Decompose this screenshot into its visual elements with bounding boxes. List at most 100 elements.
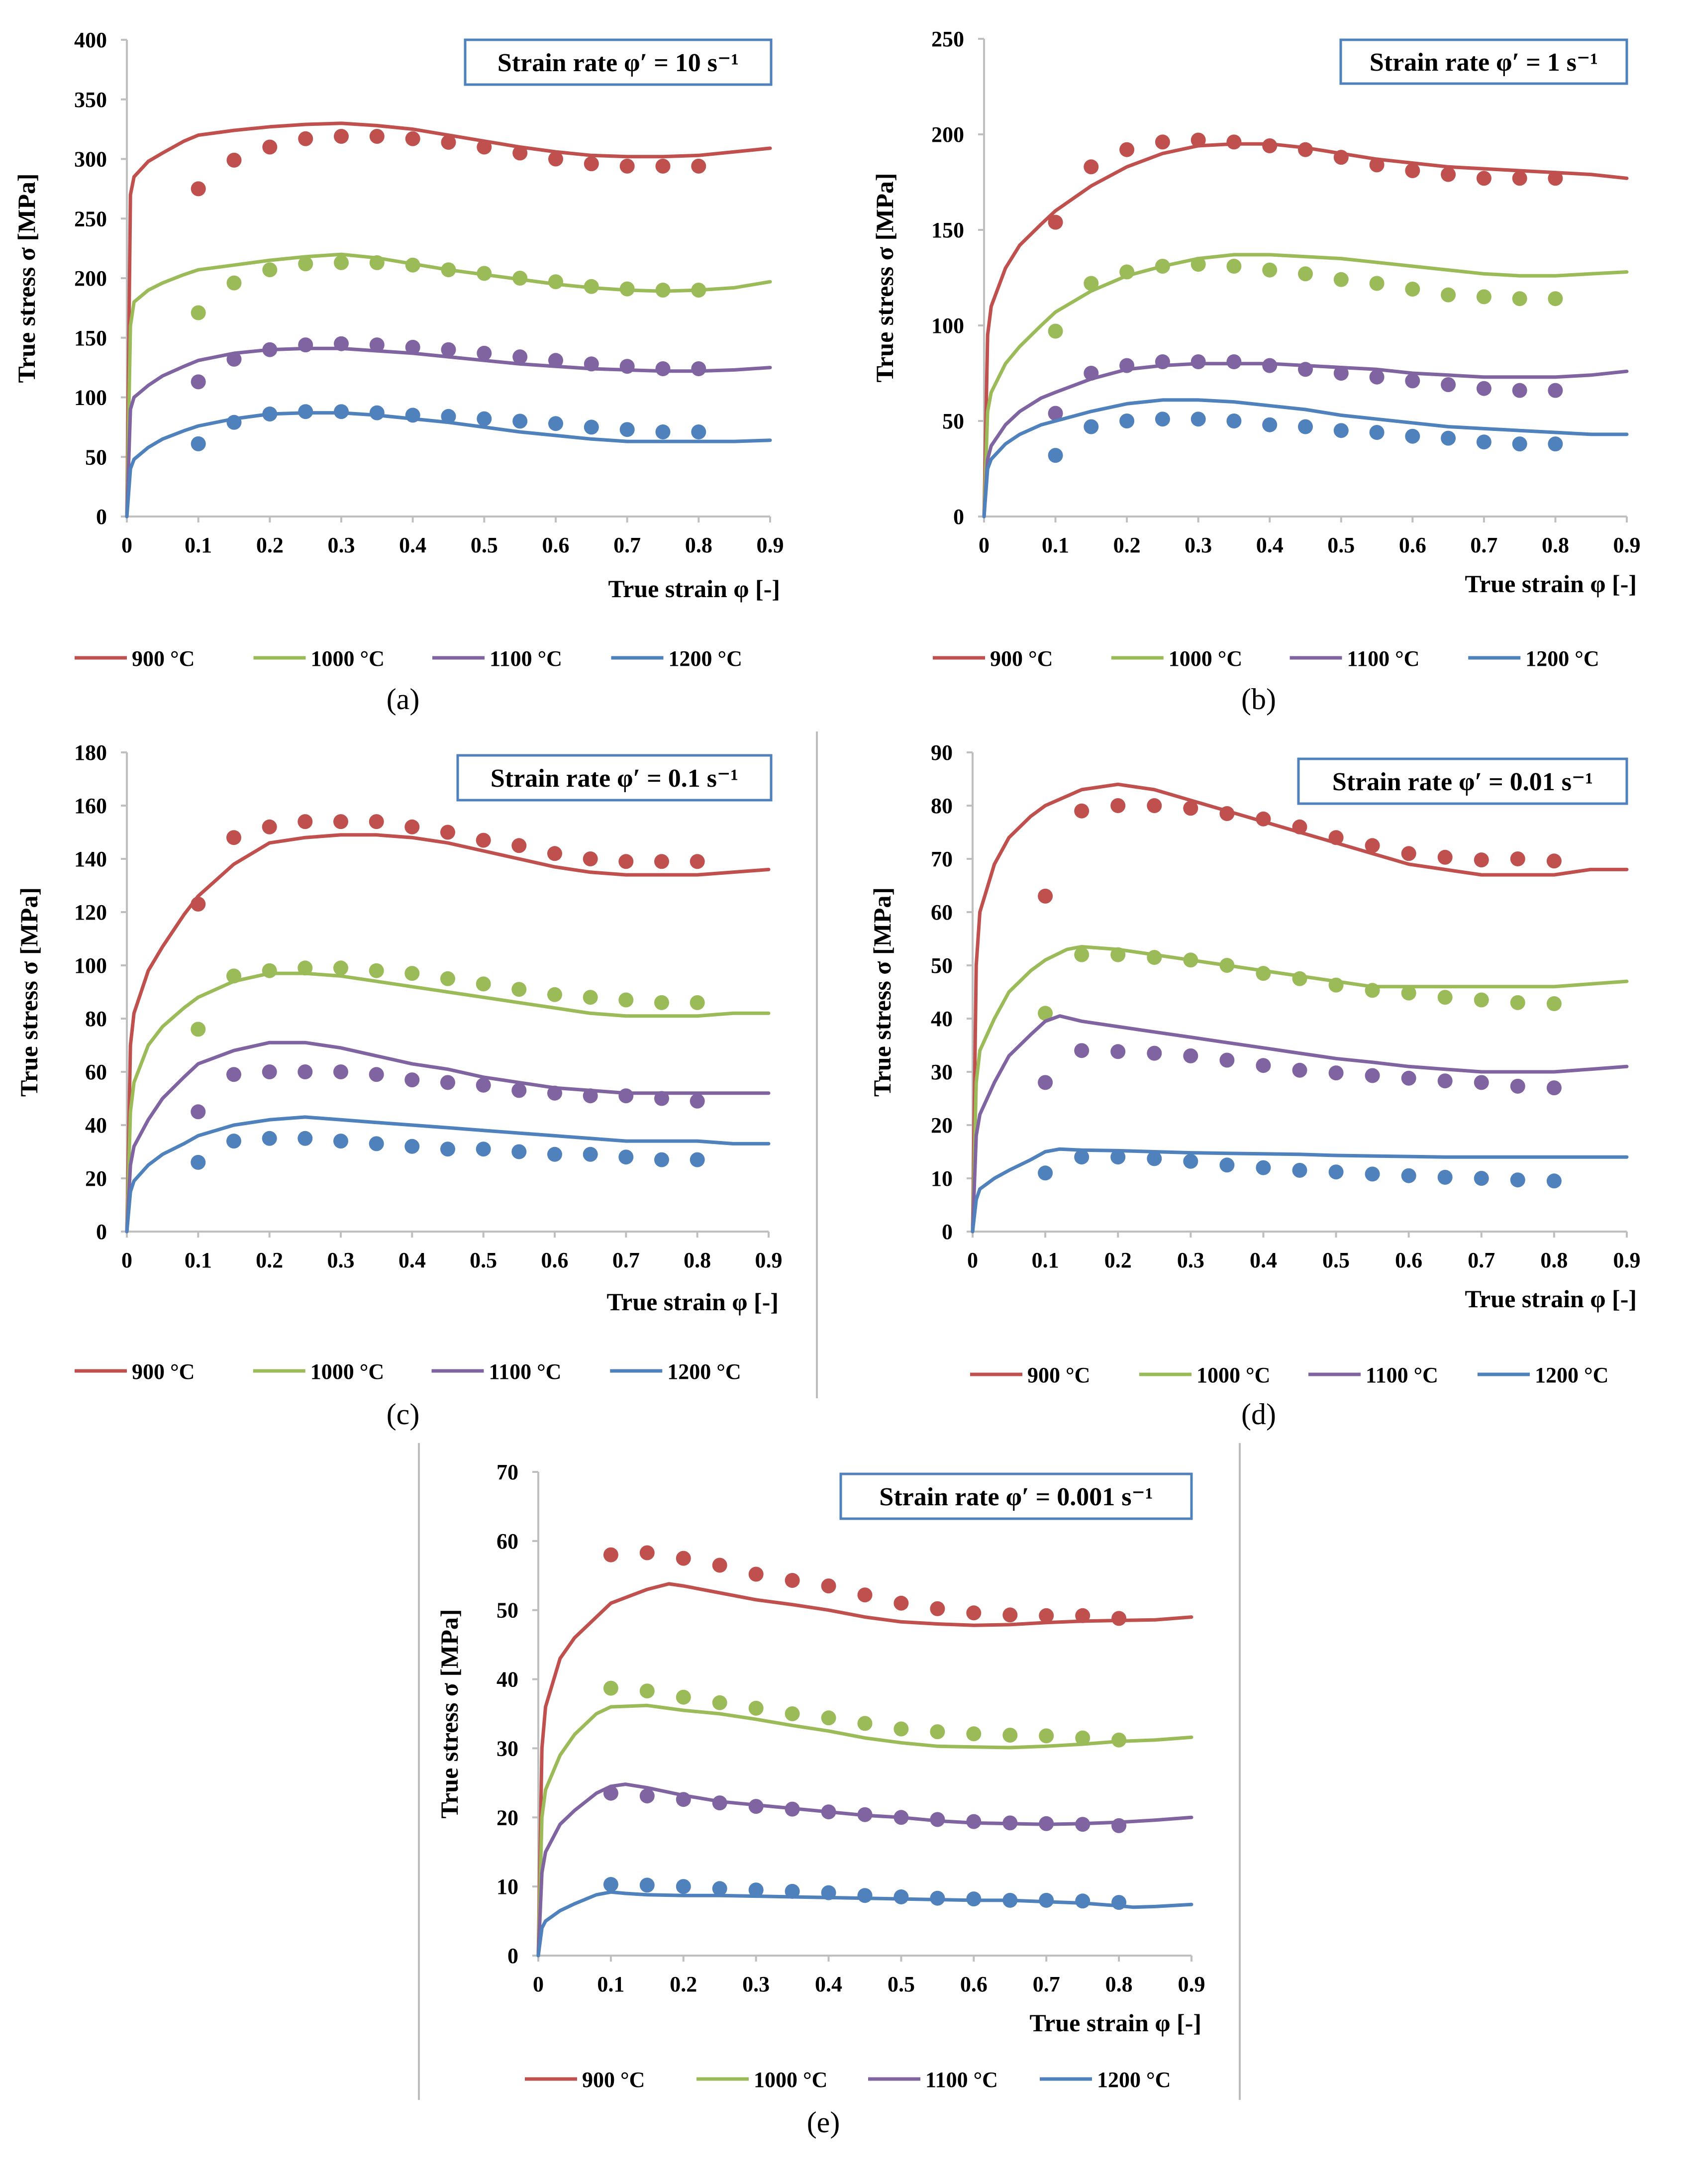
data-point <box>1039 1728 1054 1744</box>
data-point <box>857 1888 873 1903</box>
chart-title-box <box>456 754 773 802</box>
series-line <box>971 945 1629 1234</box>
data-point <box>654 1152 669 1167</box>
data-point <box>1262 417 1278 432</box>
series-2 <box>982 253 1629 519</box>
data-point <box>1183 1048 1198 1063</box>
data-point <box>603 1680 618 1696</box>
data-point <box>405 257 420 273</box>
x-tick-label: 0.3 <box>742 1972 770 1996</box>
y-tick-label: 50 <box>931 953 953 978</box>
x-tick-label: 0.4 <box>1256 533 1284 557</box>
data-point <box>619 158 635 174</box>
data-point <box>476 1077 491 1093</box>
data-point <box>821 1885 836 1900</box>
data-point <box>1333 366 1349 381</box>
data-point <box>1002 1892 1018 1908</box>
data-point <box>226 1067 241 1082</box>
x-tick-label: 0.1 <box>185 533 212 557</box>
data-point <box>1548 436 1563 452</box>
data-point <box>1256 1160 1271 1175</box>
data-point <box>1038 1075 1053 1090</box>
chart-title: Strain rate φ′ = 1 s⁻¹ <box>1370 48 1598 77</box>
data-point <box>512 145 528 161</box>
data-point <box>966 1891 982 1907</box>
data-point <box>226 415 242 430</box>
data-point <box>1512 171 1527 186</box>
data-point <box>1365 838 1380 853</box>
data-point <box>1437 1169 1453 1185</box>
data-point <box>511 1144 527 1159</box>
data-point <box>857 1807 873 1822</box>
data-point <box>476 832 491 848</box>
data-point <box>191 1022 206 1037</box>
panel-label: (c) <box>387 1398 420 1431</box>
data-point <box>1369 276 1385 291</box>
series-line <box>982 142 1629 519</box>
y-tick-label: 0 <box>96 505 107 529</box>
data-point <box>1147 1151 1162 1166</box>
legend: 900 °C 1000 °C 1100 °C 1200 °C <box>75 1359 741 1384</box>
y-tick-label: 200 <box>931 122 964 147</box>
data-point <box>191 181 206 197</box>
chart-title: Strain rate φ′ = 0.001 s⁻¹ <box>879 1483 1153 1511</box>
x-axis-title: True strain φ [-] <box>1465 570 1637 598</box>
series-1 <box>125 121 772 519</box>
data-point <box>298 337 313 353</box>
data-point <box>1441 287 1456 303</box>
data-point <box>1262 262 1278 278</box>
data-point <box>676 1551 691 1566</box>
data-point <box>404 819 420 834</box>
data-point <box>1048 406 1063 421</box>
series-line <box>982 362 1629 519</box>
y-tick-label: 20 <box>496 1805 518 1830</box>
data-point <box>1328 977 1344 993</box>
data-point <box>1548 291 1563 307</box>
y-tick-label: 80 <box>931 794 953 818</box>
data-point <box>1476 289 1491 305</box>
data-point <box>676 1879 691 1894</box>
chart-title: Strain rate φ′ = 10 s⁻¹ <box>497 49 739 77</box>
data-point <box>369 1067 384 1082</box>
data-point <box>1474 992 1489 1008</box>
data-point <box>1401 1168 1416 1183</box>
data-point <box>893 1595 909 1611</box>
series-1 <box>971 782 1629 1234</box>
data-point <box>547 1085 562 1101</box>
data-point <box>690 854 705 869</box>
data-point <box>369 963 384 978</box>
data-point <box>547 846 562 861</box>
data-point <box>748 1882 764 1898</box>
x-tick-label: 0.8 <box>1540 1248 1568 1272</box>
chart-panel-d: 0 10 20 30 40 50 60 70 80 90 0 0.1 0.2 0.3 0.4 0.5 0.6 0.… <box>868 740 1641 1431</box>
series-line <box>125 346 772 519</box>
x-tick-label: 0.8 <box>685 533 712 557</box>
data-point <box>369 814 384 830</box>
data-point <box>405 339 420 355</box>
data-point <box>639 1683 655 1699</box>
y-tick-label: 250 <box>931 27 964 51</box>
data-point <box>298 256 313 272</box>
data-point <box>690 1152 705 1167</box>
data-point <box>262 1131 277 1146</box>
data-point <box>1474 852 1489 868</box>
y-tick-label: 80 <box>85 1007 107 1031</box>
y-tick-label: 10 <box>496 1874 518 1899</box>
legend-label: 1000 °C <box>1196 1363 1270 1387</box>
data-point <box>655 361 671 376</box>
data-point <box>1155 134 1170 150</box>
data-point <box>1039 1608 1054 1623</box>
data-point <box>1048 323 1063 339</box>
x-tick-label: 0.4 <box>1250 1248 1277 1272</box>
data-point <box>1548 171 1563 186</box>
y-tick-label: 90 <box>931 740 953 765</box>
data-point <box>583 990 598 1005</box>
legend-label: 1000 °C <box>310 1359 384 1384</box>
data-point <box>191 1154 206 1170</box>
series-4 <box>125 1115 771 1234</box>
legend: 900 °C 1000 °C 1100 °C 1200 °C <box>933 646 1599 671</box>
data-point <box>930 1601 945 1616</box>
series-line <box>125 411 772 519</box>
x-tick-label: 0.3 <box>1177 1248 1204 1272</box>
data-point <box>369 255 385 270</box>
